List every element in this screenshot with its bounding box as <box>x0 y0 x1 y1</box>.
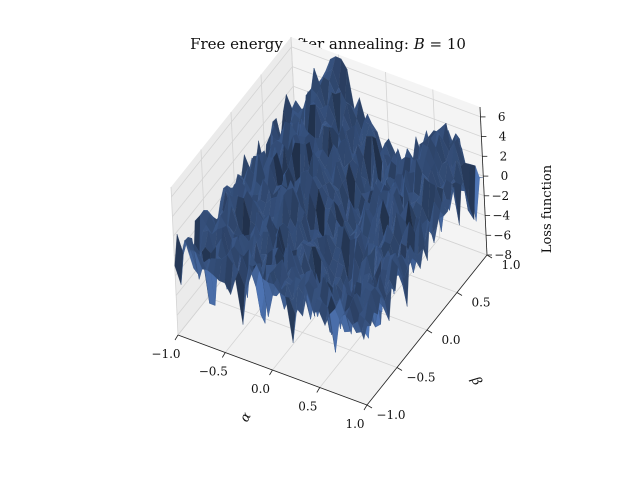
surface-plot <box>174 56 484 353</box>
y-tick-mark <box>366 404 373 409</box>
x-tick-label: −0.5 <box>199 365 228 379</box>
z-axis-line <box>479 106 488 256</box>
x-tick-label: 0.5 <box>298 400 317 414</box>
y-tick-mark <box>486 254 493 259</box>
grid-line <box>291 46 481 118</box>
x-tick-label: 0.0 <box>251 382 270 396</box>
y-tick-label: 0.0 <box>441 333 460 347</box>
z-tick-label: −2 <box>491 189 509 203</box>
grid-line <box>171 46 292 198</box>
y-tick-label: 0.5 <box>471 296 490 310</box>
z-tick-label: 4 <box>499 130 507 144</box>
grid-line <box>170 186 179 336</box>
y-tick-mark <box>456 292 463 296</box>
z-tick-label: −6 <box>493 228 511 242</box>
x-tick-mark <box>221 352 226 358</box>
y-tick-mark <box>396 367 403 371</box>
chart-title: Free energy after annealing: B = 10 <box>190 35 466 53</box>
title-var: B <box>413 35 425 53</box>
z-tick-label: 0 <box>501 169 509 183</box>
z-tick-label: −4 <box>492 209 510 223</box>
axes-ticks: −1.0−0.50.00.51.0−1.0−0.50.00.51.0−8−6−4… <box>151 110 520 431</box>
title-suffix: = 10 <box>425 35 466 53</box>
x-tick-label: −1.0 <box>151 347 180 361</box>
z-tick-label: −8 <box>494 248 512 262</box>
x-tick-mark <box>174 334 179 341</box>
y-axis-label: β <box>467 374 484 389</box>
grid-line <box>172 86 294 237</box>
y-tick-label: −1.0 <box>376 408 405 422</box>
z-axis-label: Loss function <box>540 164 555 253</box>
z-tick-label: 6 <box>498 110 506 124</box>
x-axis-label: α <box>237 410 254 425</box>
grid-line <box>172 66 293 217</box>
x-tick-mark <box>316 387 321 393</box>
x-tick-label: 1.0 <box>345 417 364 431</box>
y-tick-mark <box>426 329 433 334</box>
z-tick-label: 2 <box>500 149 508 163</box>
surface-cell <box>357 321 368 341</box>
x-tick-mark <box>363 404 368 411</box>
y-tick-label: 1.0 <box>501 258 520 272</box>
x-tick-mark <box>269 369 273 376</box>
y-tick-label: −0.5 <box>406 371 435 385</box>
